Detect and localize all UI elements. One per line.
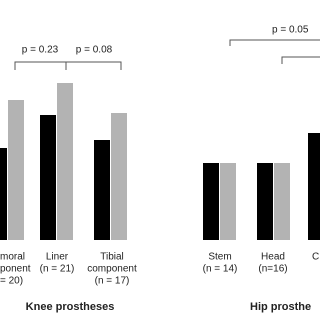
bar — [8, 100, 24, 240]
x-tick-label: (n = 21) — [40, 264, 75, 275]
x-tick-label: (n = 14) — [203, 264, 238, 275]
bar — [40, 115, 56, 240]
bracket — [281, 56, 320, 64]
bracket — [65, 61, 122, 70]
x-tick-label: Tibial — [100, 252, 124, 263]
annotation: p = 0.05 — [272, 25, 309, 36]
bar — [57, 83, 73, 240]
annotation: p = 0.23 — [22, 45, 59, 56]
bracket — [14, 61, 67, 70]
group-label: Hip prosthe — [250, 301, 311, 313]
x-tick-label: (n=16) — [258, 264, 287, 275]
x-tick-label: = 20) — [0, 276, 23, 287]
x-tick-label: Liner — [46, 252, 69, 263]
bar — [111, 113, 127, 240]
x-tick-label: (n = 17) — [95, 276, 130, 287]
x-tick-label: Head — [261, 252, 285, 263]
bar — [203, 163, 219, 240]
x-tick-label: C — [312, 252, 319, 263]
bar — [220, 163, 236, 240]
annotation: p = 0.08 — [76, 45, 113, 56]
group-label: Knee prostheses — [26, 301, 115, 313]
bar — [0, 148, 7, 240]
x-tick-label: ponent — [0, 264, 31, 275]
x-tick-label: Stem — [208, 252, 231, 263]
x-tick-label: moral — [0, 252, 25, 263]
bracket — [229, 39, 320, 46]
bar — [94, 140, 110, 240]
bar — [257, 163, 273, 240]
bar — [274, 163, 290, 240]
x-tick-label: component — [87, 264, 137, 275]
bar — [308, 133, 320, 240]
